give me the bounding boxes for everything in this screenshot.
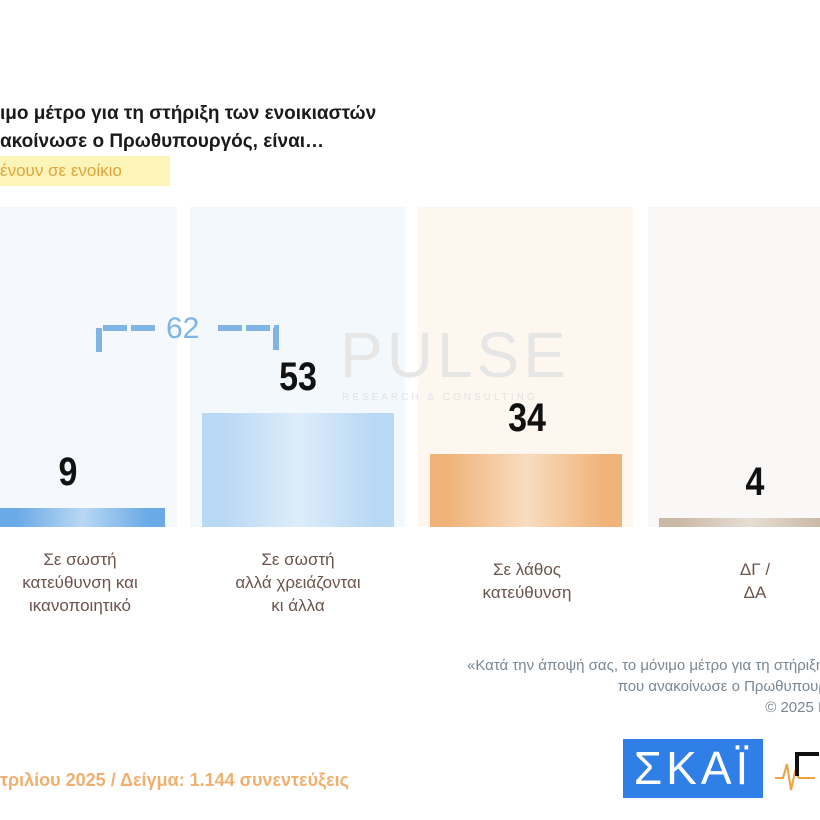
bar	[202, 413, 394, 527]
bar	[659, 518, 820, 527]
title-line-2: ακοίνωσε ο Πρωθυπουργός, είναι…	[0, 131, 325, 152]
watermark-tagline: RESEARCH & CONSULTING	[342, 392, 538, 403]
column-bg	[0, 207, 177, 527]
bar-value-label: 9	[58, 449, 78, 494]
column-bg	[648, 207, 820, 527]
bar-value-label: 4	[745, 460, 765, 505]
category-label: Σε σωστή αλλά χρειάζονται κι άλλα	[208, 548, 388, 617]
category-label-line: ΔΓ /	[739, 560, 771, 579]
question-note: «Κατά την άποψή σας, το μόνιμο μέτρο για…	[467, 655, 820, 718]
subtitle: ένουν σε ενοίκιο	[0, 156, 170, 186]
bar	[0, 507, 165, 527]
bracket-sum-label: 62	[166, 312, 200, 345]
category-label-line: ικανοποιητικό	[28, 596, 132, 615]
category-label-line: αλλά χρειάζονται	[235, 573, 361, 592]
watermark: PULSE	[340, 319, 570, 391]
category-label-line: ΔΑ	[743, 583, 767, 602]
bar	[430, 453, 622, 527]
category-label: Σε λάθος κατεύθυνση	[437, 558, 617, 604]
bar-value-label: 53	[279, 355, 317, 400]
bar-value-label: 34	[508, 395, 546, 440]
chart-title: ιμο μέτρο για τη στήριξη των ενοικιαστών…	[0, 100, 376, 156]
category-label: ΔΓ / ΔΑ	[665, 558, 820, 604]
category-label-line: κατεύθυνση	[482, 583, 572, 602]
note-line-1: «Κατά την άποψή σας, το μόνιμο μέτρο για…	[466, 657, 820, 674]
title-line-1: ιμο μέτρο για τη στήριξη των ενοικιαστών	[0, 103, 377, 124]
category-label: Σε σωστή κατεύθυνση και ικανοποιητικό	[0, 548, 170, 617]
bracket-right	[218, 325, 279, 352]
pulse-logo	[775, 752, 819, 791]
footer-sample: τριλίου 2025 / Δείγμα: 1.144 συνεντεύξει…	[0, 770, 349, 790]
bracket-left	[96, 325, 158, 352]
category-label-line: κατεύθυνση και	[22, 573, 138, 592]
category-label-line: Σε λάθος	[493, 560, 561, 579]
category-label-line: Σε σωστή	[43, 550, 117, 569]
category-label-line: Σε σωστή	[261, 550, 335, 569]
note-line-2: που ανακοίνωσε ο Πρωθυπουργός	[617, 678, 820, 695]
category-label-line: κι άλλα	[271, 596, 325, 615]
skai-logo: ΣΚΑΪ	[623, 739, 763, 798]
note-line-3: © 2025 P	[765, 699, 820, 716]
